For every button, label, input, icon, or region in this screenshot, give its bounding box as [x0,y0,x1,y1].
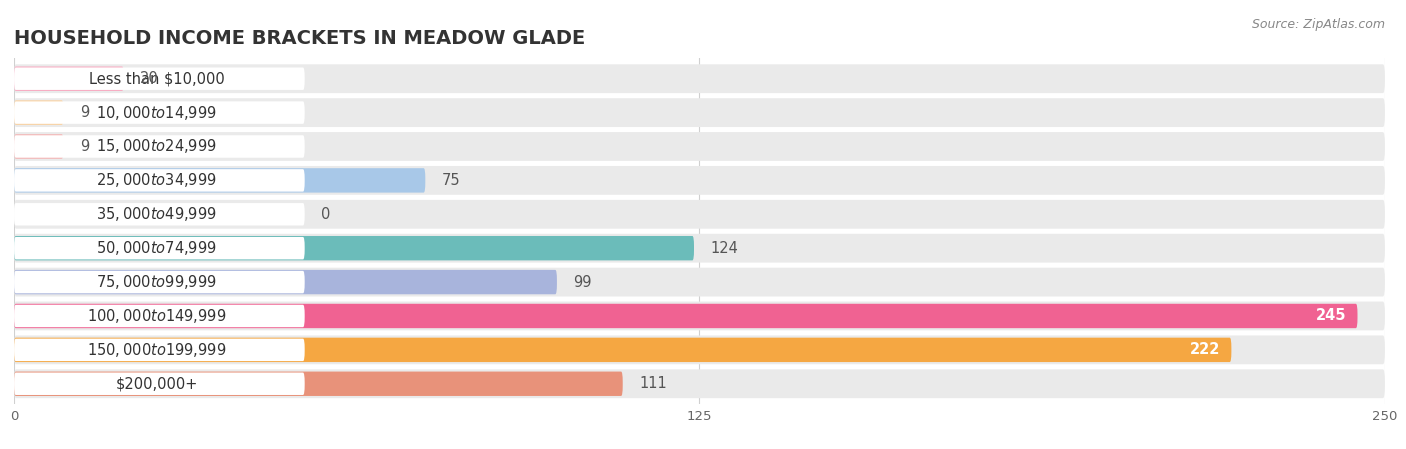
FancyBboxPatch shape [14,271,305,293]
Text: $100,000 to $149,999: $100,000 to $149,999 [87,307,226,325]
Text: $10,000 to $14,999: $10,000 to $14,999 [96,104,217,122]
FancyBboxPatch shape [14,237,305,260]
Text: $50,000 to $74,999: $50,000 to $74,999 [96,239,217,257]
FancyBboxPatch shape [14,134,63,158]
FancyBboxPatch shape [14,372,623,396]
Text: HOUSEHOLD INCOME BRACKETS IN MEADOW GLADE: HOUSEHOLD INCOME BRACKETS IN MEADOW GLAD… [14,30,585,48]
Text: 20: 20 [141,71,159,86]
Text: $200,000+: $200,000+ [115,376,198,391]
FancyBboxPatch shape [14,373,305,395]
Text: 9: 9 [80,139,89,154]
FancyBboxPatch shape [14,370,1385,398]
FancyBboxPatch shape [14,270,557,294]
Text: 111: 111 [640,376,666,391]
FancyBboxPatch shape [14,132,1385,161]
Text: 222: 222 [1189,343,1220,357]
Text: Source: ZipAtlas.com: Source: ZipAtlas.com [1251,18,1385,31]
Text: $35,000 to $49,999: $35,000 to $49,999 [96,205,217,223]
FancyBboxPatch shape [14,339,305,361]
FancyBboxPatch shape [14,234,1385,263]
FancyBboxPatch shape [14,236,695,260]
FancyBboxPatch shape [14,66,124,91]
FancyBboxPatch shape [14,166,1385,195]
Text: $15,000 to $24,999: $15,000 to $24,999 [96,137,217,155]
FancyBboxPatch shape [14,335,1385,364]
Text: 0: 0 [321,207,330,222]
Text: 9: 9 [80,105,89,120]
FancyBboxPatch shape [14,203,305,225]
Text: $75,000 to $99,999: $75,000 to $99,999 [96,273,217,291]
Text: 99: 99 [574,275,592,290]
FancyBboxPatch shape [14,200,1385,229]
FancyBboxPatch shape [14,64,1385,93]
Text: 124: 124 [710,241,738,255]
FancyBboxPatch shape [14,135,305,158]
FancyBboxPatch shape [14,101,63,125]
Text: Less than $10,000: Less than $10,000 [89,71,225,86]
Text: $25,000 to $34,999: $25,000 to $34,999 [96,172,217,189]
FancyBboxPatch shape [14,168,426,193]
FancyBboxPatch shape [14,304,1358,328]
FancyBboxPatch shape [14,268,1385,296]
FancyBboxPatch shape [14,305,305,327]
FancyBboxPatch shape [14,338,1232,362]
FancyBboxPatch shape [14,67,305,90]
Text: 245: 245 [1316,308,1347,323]
FancyBboxPatch shape [14,169,305,192]
FancyBboxPatch shape [14,98,1385,127]
Text: $150,000 to $199,999: $150,000 to $199,999 [87,341,226,359]
FancyBboxPatch shape [14,302,1385,330]
FancyBboxPatch shape [14,101,305,124]
Text: 75: 75 [441,173,460,188]
